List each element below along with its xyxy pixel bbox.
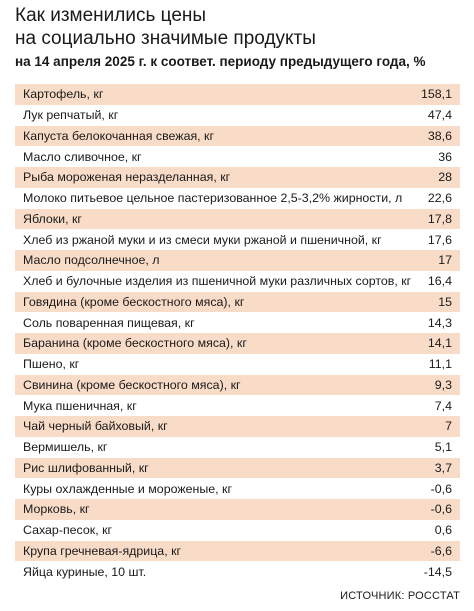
product-label: Капуста белокочанная свежая, кг [23, 128, 214, 143]
change-value: 15 [438, 294, 452, 309]
product-label: Рыба мороженая неразделанная, кг [23, 170, 231, 185]
change-value: -0,6 [430, 502, 452, 517]
change-value: 3,7 [434, 460, 452, 475]
change-value: 47,4 [427, 108, 452, 123]
table-row: Хлеб из ржаной муки и из смеси муки ржан… [15, 229, 460, 250]
change-value: 38,6 [427, 128, 452, 143]
table-row: Хлеб и булочные изделия из пшеничной мук… [15, 271, 460, 292]
product-label: Морковь, кг [23, 502, 90, 517]
title-line-1: Как изменились цены [15, 5, 207, 26]
product-label: Сахар-песок, кг [23, 523, 113, 538]
table-row: Рыба мороженая неразделанная, кг 28 [15, 167, 460, 188]
product-label: Рис шлифованный, кг [23, 460, 149, 475]
product-label: Хлеб и булочные изделия из пшеничной мук… [23, 274, 412, 289]
table-row: Яблоки, кг 17,8 [15, 208, 460, 230]
product-label: Крупа гречневая-ядрица, кг [23, 543, 182, 558]
product-label: Молоко питьевое цельное пастеризованное … [23, 191, 403, 206]
table-row: Чай черный байховый, кг 7 [15, 416, 460, 437]
table-row: Баранина (кроме бескостного мяса), кг 14,… [15, 333, 460, 354]
product-label: Лук репчатый, кг [23, 108, 119, 123]
table-row: Соль поваренная пищевая, кг 14,3 [15, 312, 460, 333]
product-label: Соль поваренная пищевая, кг [23, 315, 195, 330]
product-label: Яблоки, кг [23, 211, 82, 226]
table-row: Вермишель, кг 5,1 [15, 437, 460, 458]
product-label: Масло подсолнечное, л [23, 253, 160, 268]
change-value: 17,8 [427, 211, 452, 226]
product-label: Вермишель, кг [23, 440, 108, 455]
title-line-2: на социально значимые продукты [15, 28, 316, 49]
table-row: Яйца куриные, 10 шт. -14,5 [15, 561, 460, 582]
table-row: Капуста белокочанная свежая, кг 38,6 [15, 125, 460, 147]
table-row: Рис шлифованный, кг 3,7 [15, 457, 460, 479]
table-row: Куры охлажденные и мороженые, кг -0,6 [15, 478, 460, 499]
table-row: Мука пшеничная, кг 7,4 [15, 395, 460, 416]
change-value: 36 [438, 149, 452, 164]
product-label: Пшено, кг [23, 357, 80, 372]
chart-subtitle: на 14 апреля 2025 г. к соответ. периоду … [15, 54, 426, 69]
change-value: 17 [438, 253, 452, 268]
table-row: Свинина (кроме бескостного мяса), кг 9,3 [15, 374, 460, 396]
table-row: Молоко питьевое цельное пастеризованное … [15, 188, 460, 209]
change-value: 22,6 [427, 191, 452, 206]
change-value: -14,5 [423, 564, 452, 579]
change-value: 5,1 [434, 440, 452, 455]
price-change-table: Картофель, кг 158,1 Лук репчатый, кг 47,4 Ка… [15, 84, 460, 582]
table-row: Масло сливочное, кг 36 [15, 146, 460, 167]
change-value: 16,4 [427, 274, 452, 289]
change-value: 17,6 [427, 232, 452, 247]
change-value: 11,1 [428, 357, 452, 372]
product-label: Мука пшеничная, кг [23, 398, 137, 413]
product-label: Чай черный байховый, кг [23, 419, 168, 434]
table-row: Говядина (кроме бескостного мяса), кг 15 [15, 291, 460, 313]
table-row: Крупа гречневая-ядрица, кг -6,6 [15, 540, 460, 562]
change-value: 7 [445, 419, 452, 434]
table-row: Масло подсолнечное, л 17 [15, 250, 460, 271]
table-row: Сахар-песок, кг 0,6 [15, 520, 460, 541]
product-label: Хлеб из ржаной муки и из смеси муки ржан… [23, 232, 382, 247]
product-label: Куры охлажденные и мороженые, кг [23, 481, 232, 496]
product-label: Говядина (кроме бескостного мяса), кг [23, 294, 245, 309]
table-row: Пшено, кг 11,1 [15, 354, 460, 375]
change-value: -0,6 [430, 481, 452, 496]
change-value: 0,6 [434, 523, 452, 538]
source-note: ИСТОЧНИК: РОССТАТ [340, 590, 460, 602]
change-value: 7,4 [434, 398, 452, 413]
product-label: Свинина (кроме бескостного мяса), кг [23, 377, 241, 392]
change-value: 14,3 [427, 315, 452, 330]
product-label: Яйца куриные, 10 шт. [23, 564, 147, 579]
product-label: Картофель, кг [23, 87, 104, 102]
chart-title: Как изменились цены на социально значимы… [15, 4, 316, 50]
change-value: 28 [438, 170, 452, 185]
table-row: Картофель, кг 158,1 [15, 84, 460, 105]
product-label: Масло сливочное, кг [23, 149, 142, 164]
change-value: 9,3 [434, 377, 452, 392]
change-value: 158,1 [420, 87, 452, 102]
change-value: -6,6 [430, 543, 452, 558]
change-value: 14,1 [427, 336, 452, 351]
table-row: Морковь, кг -0,6 [15, 499, 460, 520]
product-label: Баранина (кроме бескостного мяса), кг [23, 336, 247, 351]
table-row: Лук репчатый, кг 47,4 [15, 105, 460, 126]
